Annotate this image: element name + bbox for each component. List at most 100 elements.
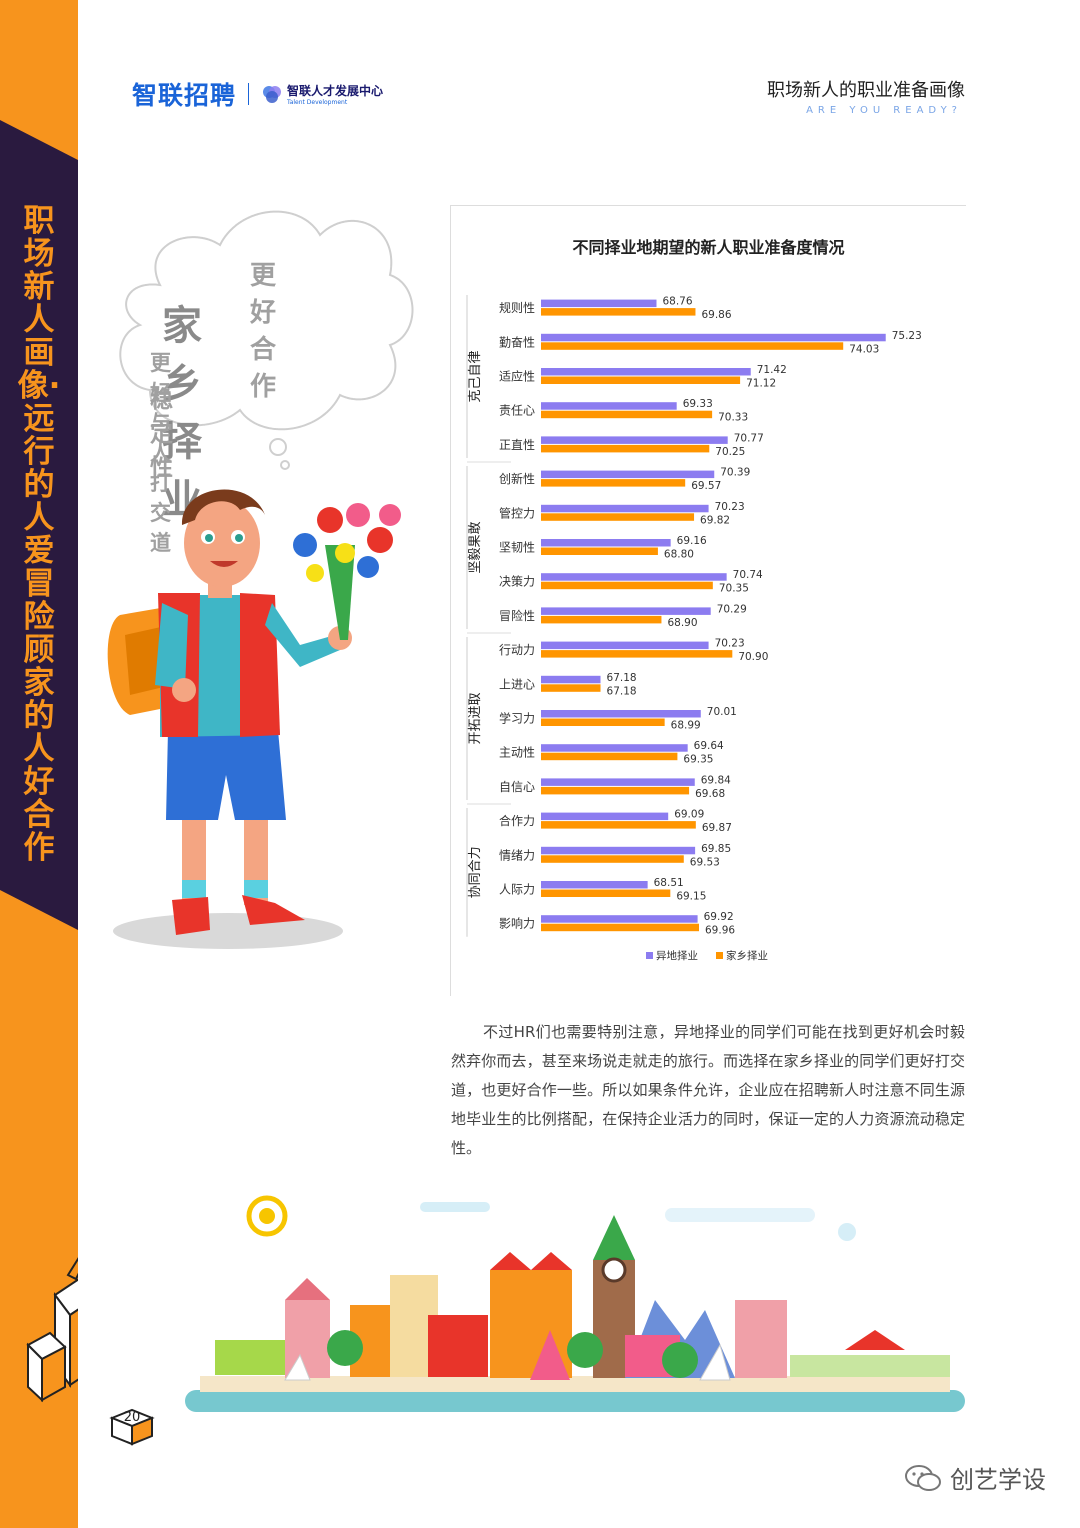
value-label: 70.33 <box>718 412 748 424</box>
value-label: 70.23 <box>715 638 745 650</box>
value-label: 70.25 <box>715 446 745 458</box>
legend-label: 异地择业 <box>656 949 698 962</box>
category-label: 主动性 <box>499 746 535 760</box>
bar-b <box>541 615 662 624</box>
logo-main: 智联招聘 <box>132 81 237 110</box>
body-paragraph: 不过HR们也需要特别注意，异地择业的同学们可能在找到更好机会时毅然弃你而去，甚至… <box>451 1023 965 1157</box>
bar-a <box>541 710 701 718</box>
logo-sub: 智联人才发展中心 Talent Development <box>261 82 383 106</box>
value-label: 71.42 <box>757 364 787 376</box>
bar-b <box>541 513 695 521</box>
bar-b <box>541 821 696 829</box>
value-label: 69.33 <box>683 398 713 410</box>
category-label: 上进心 <box>499 677 535 691</box>
value-label: 70.74 <box>733 569 763 581</box>
bar-a <box>541 368 751 376</box>
bar-a <box>541 470 715 479</box>
chart-card: 不同择业地期望的新人职业准备度情况 规则性 68.76 69.86 勤奋性 75.23 7… <box>450 205 966 996</box>
value-label: 74.03 <box>849 343 879 355</box>
cloud-shape <box>119 210 414 470</box>
wechat-icon <box>905 1464 941 1491</box>
category-label: 决策力 <box>499 575 535 589</box>
category-label: 适应性 <box>499 369 535 384</box>
value-label: 69.16 <box>677 535 707 547</box>
category-label: 行动力 <box>499 643 535 657</box>
category-label: 正直性 <box>499 438 535 452</box>
value-label: 69.85 <box>701 843 731 855</box>
bar-a <box>541 539 671 547</box>
category-label: 学习力 <box>499 711 535 726</box>
bar-b <box>541 308 696 316</box>
value-label: 70.23 <box>715 501 745 513</box>
bar-a <box>541 333 886 342</box>
group-label: 开拓进取 <box>468 692 483 744</box>
bar-a <box>541 846 696 855</box>
bar-a <box>541 881 648 889</box>
sidebar: 职场新人画像·远行的人爱冒险 顾家的人好合作 <box>0 0 78 1528</box>
value-label: 69.35 <box>683 754 713 766</box>
bar-a <box>541 675 601 684</box>
cloud-line-1: 更好合作 <box>250 261 277 402</box>
value-label: 69.86 <box>701 309 731 321</box>
value-label: 69.09 <box>674 809 704 821</box>
bar-b <box>541 889 671 897</box>
category-label: 勤奋性 <box>499 335 535 349</box>
pencil-blocks-icon <box>26 1257 78 1403</box>
value-label: 71.12 <box>746 378 776 390</box>
bar-a <box>541 436 728 444</box>
sidebar-dark-band <box>0 120 78 930</box>
legend-swatch <box>646 952 653 959</box>
value-label: 70.90 <box>738 651 768 663</box>
town-illustration <box>185 1195 965 1412</box>
bar-b <box>541 581 713 590</box>
sidebar-title: 职场新人画像·远行的人爱冒险 顾家的人好合作 <box>17 203 61 866</box>
value-label: 68.51 <box>654 877 684 889</box>
logo: 智联招聘 智联人才发展中心 Talent Development <box>132 76 383 112</box>
category-label: 冒险性 <box>499 608 535 623</box>
talent-logo-icon <box>263 86 282 103</box>
legend-label: 家乡择业 <box>726 949 768 962</box>
value-label: 69.92 <box>704 911 734 923</box>
value-label: 69.57 <box>691 480 721 492</box>
value-label: 75.23 <box>892 330 922 342</box>
bar-b <box>541 923 700 932</box>
bar-b <box>541 410 713 419</box>
group-label: 坚毅果敢 <box>467 521 483 573</box>
category-label: 坚韧性 <box>499 541 535 555</box>
value-label: 69.87 <box>702 822 732 834</box>
group-label: 协同合力 <box>468 846 483 898</box>
value-label: 69.15 <box>676 891 706 903</box>
category-label: 规则性 <box>499 300 535 315</box>
bar-a <box>541 573 727 581</box>
logo-sub-en: Talent Development <box>287 99 348 106</box>
bar-b <box>541 855 684 863</box>
category-label: 影响力 <box>499 916 535 931</box>
legend-swatch <box>716 952 723 959</box>
value-label: 69.84 <box>701 774 731 786</box>
value-label: 67.18 <box>607 672 637 684</box>
page-number-text: 20 <box>123 1410 141 1425</box>
cloud-line-4: 稳定性 <box>150 387 173 481</box>
value-label: 69.96 <box>705 925 735 937</box>
boy-with-flowers-illustration <box>107 489 401 949</box>
group-label: 克己自律 <box>468 350 483 402</box>
value-label: 69.53 <box>690 856 720 868</box>
bar-a <box>541 778 695 786</box>
value-label: 68.76 <box>662 296 692 308</box>
header-title: 职场新人的职业准备画像 <box>767 80 965 101</box>
page-number: 20 <box>108 1406 156 1446</box>
category-label: 合作力 <box>499 813 535 828</box>
page-number-box-icon <box>109 1408 155 1446</box>
bar-b <box>541 752 678 761</box>
bar-b <box>541 376 741 384</box>
header-subtitle: ARE YOU READY? <box>806 105 962 116</box>
value-label: 69.68 <box>695 788 725 800</box>
value-label: 70.35 <box>719 583 749 595</box>
category-label: 自信心 <box>499 780 535 794</box>
watermark: 创艺学设 <box>904 1460 1046 1495</box>
value-label: 68.90 <box>667 617 697 629</box>
bar-b <box>541 650 733 658</box>
value-label: 70.01 <box>707 706 737 718</box>
bar-a <box>541 915 698 923</box>
category-label: 人际力 <box>499 883 535 897</box>
